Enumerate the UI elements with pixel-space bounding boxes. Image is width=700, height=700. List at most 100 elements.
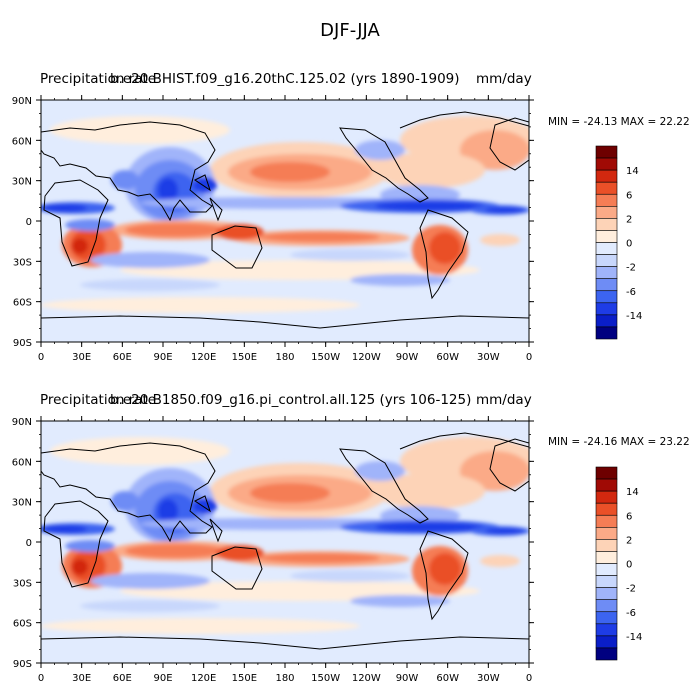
colorbar-1-box-0 xyxy=(595,145,618,159)
colorbar-2-label-0: 14 xyxy=(626,487,639,498)
colorbar-1-box-11 xyxy=(595,278,618,292)
panel-1-minmax: MIN = -24.13 MAX = 22.22 xyxy=(548,116,690,128)
colorbar-1-box-10 xyxy=(595,266,618,279)
figure-title: DJF-JJA xyxy=(320,20,380,41)
colorbar-2-label-1: 6 xyxy=(626,511,632,522)
panel-1-dataset-title: b.e20.BHIST.f09_g16.20thC.125.02 (yrs 18… xyxy=(110,71,460,87)
lat-label-1-0: 90N xyxy=(12,96,32,107)
lon-label-2-3: 90E xyxy=(153,673,172,684)
lon-label-1-4: 120E xyxy=(191,352,216,363)
lat-label-1-3: 0 xyxy=(26,217,32,228)
colorbar-1-label-6: -14 xyxy=(626,311,642,322)
panel-2-variable-title: Precipitation rate xyxy=(40,392,157,408)
lon-label-1-7: 150W xyxy=(311,352,340,363)
colorbar-1-box-2 xyxy=(595,169,618,183)
panel-2-minmax: MIN = -24.16 MAX = 23.22 xyxy=(548,436,690,448)
colorbar-2-box-11 xyxy=(595,599,618,613)
map-1-precip-field xyxy=(41,116,529,313)
colorbar-1-box-12 xyxy=(595,290,618,304)
lat-label-2-0: 90N xyxy=(12,417,32,428)
colorbar-1-box-15 xyxy=(595,326,618,340)
lon-label-2-4: 120E xyxy=(191,673,216,684)
lon-label-1-5: 150E xyxy=(232,352,257,363)
lon-label-2-7: 150W xyxy=(311,673,340,684)
colorbar-2-box-3 xyxy=(595,502,618,516)
lon-label-1-3: 90E xyxy=(153,352,172,363)
colorbar-layer: 14 6 2 0 -2 -6 -14 14 6 2 0 -2 -6 -14 xyxy=(595,145,642,661)
panel-1-units: mm/day xyxy=(476,71,532,87)
lat-label-1-1: 60N xyxy=(12,136,32,147)
colorbar-2-box-10 xyxy=(595,587,618,600)
axes-layer: 90N 60N 30N 0 30S 60S 90S 0 30E 60E 90E 120E 150E 180… xyxy=(12,95,534,684)
lat-label-2-1: 60N xyxy=(12,457,32,468)
colorbar-2-box-4 xyxy=(595,514,618,528)
lon-label-1-9: 90W xyxy=(396,352,419,363)
lat-label-2-3: 0 xyxy=(26,538,32,549)
lon-label-1-11: 30W xyxy=(477,352,500,363)
colorbar-2-box-9 xyxy=(595,575,618,588)
colorbar-1-box-1 xyxy=(595,157,618,171)
colorbar-1-box-3 xyxy=(595,181,618,195)
map-1-coastlines xyxy=(41,111,529,329)
map-panel-2 xyxy=(41,421,529,663)
colorbar-1-label-4: -2 xyxy=(626,263,636,274)
lat-label-1-6: 90S xyxy=(13,338,32,349)
colorbar-1-box-14 xyxy=(595,314,618,328)
colorbar-2-box-14 xyxy=(595,635,618,649)
colorbar-2-label-2: 2 xyxy=(626,535,632,546)
lon-label-2-0: 0 xyxy=(38,673,44,684)
colorbar-1-box-13 xyxy=(595,302,618,316)
colorbar-1-label-5: -6 xyxy=(626,287,636,298)
lat-label-2-6: 90S xyxy=(13,659,32,670)
colorbar-2-box-13 xyxy=(595,623,618,637)
map-panel-1 xyxy=(41,100,529,342)
colorbar-2-box-8 xyxy=(595,563,618,576)
colorbar-1-label-3: 0 xyxy=(626,239,632,250)
map-2-coastlines xyxy=(41,432,529,650)
lon-label-1-2: 60E xyxy=(113,352,132,363)
colorbar-2-label-5: -6 xyxy=(626,608,636,619)
lat-label-2-4: 30S xyxy=(13,578,32,589)
colorbar-2-box-15 xyxy=(595,647,618,661)
lon-label-1-8: 120W xyxy=(352,352,381,363)
panel-1-variable-title: Precipitation rate xyxy=(40,71,157,87)
lon-label-1-0: 0 xyxy=(38,352,44,363)
colorbar-2-box-12 xyxy=(595,611,618,625)
lon-label-2-8: 120W xyxy=(352,673,381,684)
colorbar-2-box-2 xyxy=(595,490,618,504)
lat-label-1-5: 60S xyxy=(13,298,32,309)
colorbar-1-box-8 xyxy=(595,242,618,255)
lon-label-1-10: 60W xyxy=(436,352,459,363)
lon-label-2-9: 90W xyxy=(396,673,419,684)
colorbar-1-label-2: 2 xyxy=(626,214,632,225)
lat-label-1-2: 30N xyxy=(12,177,32,188)
colorbar-1-box-7 xyxy=(595,230,618,243)
colorbar-2-label-6: -14 xyxy=(626,632,642,643)
colorbar-2-box-1 xyxy=(595,478,618,492)
lat-label-2-2: 30N xyxy=(12,498,32,509)
lat-label-1-4: 30S xyxy=(13,257,32,268)
lon-label-1-6: 180 xyxy=(275,352,294,363)
colorbar-1-box-6 xyxy=(595,218,618,231)
colorbar-2-label-4: -2 xyxy=(626,584,636,595)
panel-2-dataset-title: b.e20.B1850.f09_g16.pi_control.all.125 (… xyxy=(110,392,472,408)
lon-label-2-5: 150E xyxy=(232,673,257,684)
colorbar-2-box-0 xyxy=(595,466,618,480)
colorbar-1-label-1: 6 xyxy=(626,190,632,201)
lat-label-2-5: 60S xyxy=(13,619,32,630)
colorbar-2-box-7 xyxy=(595,551,618,564)
lon-label-2-2: 60E xyxy=(113,673,132,684)
lon-label-2-1: 30E xyxy=(72,673,91,684)
colorbar-1-box-4 xyxy=(595,193,618,207)
lon-label-2-6: 180 xyxy=(275,673,294,684)
colorbar-2-box-6 xyxy=(595,539,618,552)
colorbar-1-label-0: 14 xyxy=(626,166,639,177)
colorbar-1-box-9 xyxy=(595,254,618,267)
map-2-precip-field xyxy=(41,437,529,634)
lon-label-1-12: 0 xyxy=(526,352,532,363)
lon-label-1-1: 30E xyxy=(72,352,91,363)
colorbar-1-box-5 xyxy=(595,206,618,219)
lon-label-2-12: 0 xyxy=(526,673,532,684)
panel-2-units: mm/day xyxy=(476,392,532,408)
